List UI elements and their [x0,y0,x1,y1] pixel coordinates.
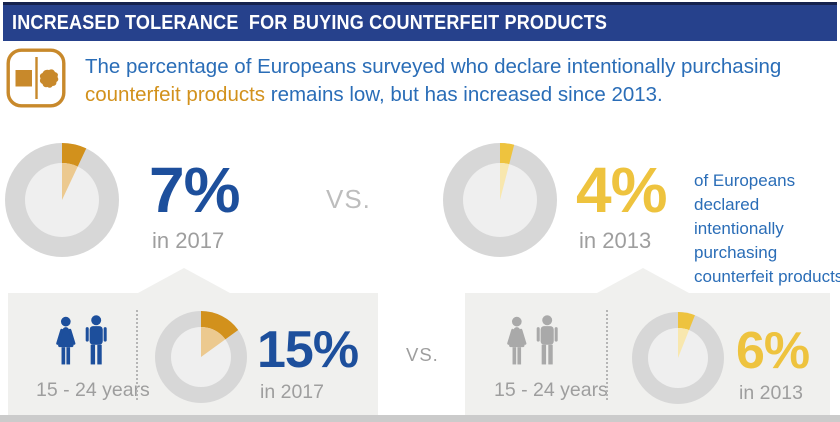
man-woman-icon-blue [52,314,110,370]
donut-chart-youth-2013 [632,312,724,404]
page-title: INCREASED TOLERANCE FOR BUYING COUNTERFE… [12,11,608,34]
stat-all-2013: 4% in 2013 [576,158,667,254]
intro-highlight: counterfeit products [85,83,266,106]
stat-all-2013-caption: in 2013 [579,228,652,253]
woman-icon [507,316,527,365]
bottom-edge-strip [0,415,840,422]
callout-notch-right [597,268,689,293]
man-icon [85,315,107,365]
intro-text: The percentage of Europeans surveyed who… [85,53,825,109]
donut-chart-all-2017 [5,143,119,257]
stat-youth-2013-value: 6% [736,322,810,380]
genuine-vs-counterfeit-icon [6,48,66,108]
stat-youth-2017: 15% in 2017 [257,321,359,404]
man-woman-icon-gray [503,314,561,370]
dotted-divider-left [136,310,138,400]
stat-youth-2013-caption: in 2013 [739,382,803,404]
stat-all-2017-caption: in 2017 [152,228,225,253]
stat-all-2013-value: 4% [576,154,667,226]
donut-chart-youth-2017 [155,311,247,403]
vs-label-top: VS. [326,184,371,214]
man-icon [536,315,558,365]
callout-notch-left [138,268,230,293]
woman-icon [56,316,76,365]
age-group-label-right: 15 - 24 years [494,379,608,401]
donut-chart-all-2013 [443,143,557,257]
stat-youth-2017-value: 15% [257,321,359,379]
header-bar: INCREASED TOLERANCE FOR BUYING COUNTERFE… [3,2,837,41]
dotted-divider-right [606,310,608,400]
stat-all-2017-value: 7% [149,154,240,226]
intro-line-1: The percentage of Europeans surveyed who… [85,55,782,78]
stat-youth-2017-caption: in 2017 [260,381,324,403]
europeans-caption: of Europeans declared intentionally purc… [694,171,840,286]
intro-line-2: counterfeit products remains low, but ha… [85,83,663,106]
vs-label-bottom: VS. [406,344,439,365]
stat-all-2017: 7% in 2017 [149,158,240,254]
stat-youth-2013: 6% in 2013 [736,322,810,405]
age-group-label-left: 15 - 24 years [36,379,150,401]
